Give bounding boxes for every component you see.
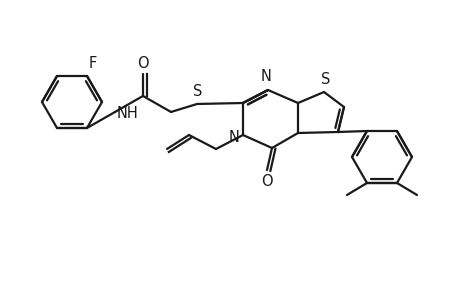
Text: O: O [137,56,149,71]
Text: S: S [321,72,331,87]
Text: NH: NH [117,107,139,121]
Text: O: O [261,174,273,189]
Text: N: N [228,129,239,145]
Text: S: S [193,84,203,99]
Text: F: F [89,56,97,71]
Text: N: N [260,69,272,84]
